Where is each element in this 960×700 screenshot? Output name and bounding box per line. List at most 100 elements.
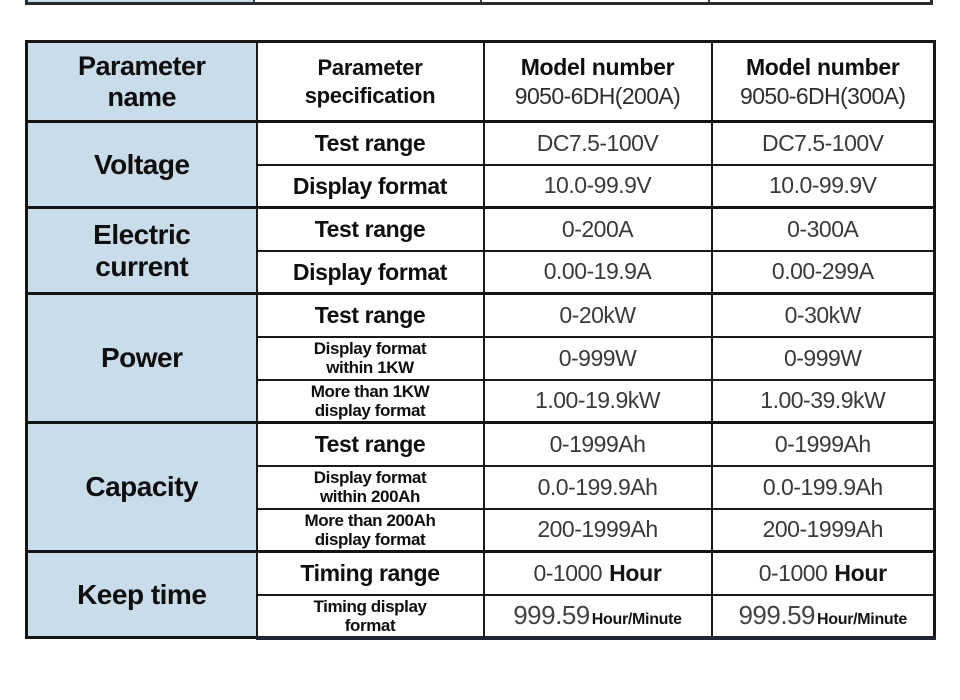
table-row-capacity-test-range: Capacity Test range 0-1999Ah 0-1999Ah xyxy=(25,421,936,553)
value-text: 0.00-19.9A xyxy=(543,258,652,285)
value-cell-model-300a: 0-999W xyxy=(710,335,936,381)
value-cell-model-300a: 0.0-199.9Ah xyxy=(710,464,936,510)
table-row-keeptime-timing-range: Keep time Timing range 0-1000 Hour 0-1000… xyxy=(25,549,936,639)
value-text: DC7.5-100V xyxy=(536,129,659,156)
model-number-text: 9050-6DH(300A) xyxy=(740,82,906,109)
value-cell-model-300a: 1.00-39.9kW xyxy=(710,378,936,424)
value-suffix: Hour xyxy=(609,559,662,586)
value-cell-model-200a: 10.0-99.9V xyxy=(482,163,713,209)
spec-table: Parameter name Parameter specification M… xyxy=(25,40,936,640)
category-label-line: Capacity xyxy=(85,471,199,503)
value-suffix: Hour/Minute xyxy=(591,611,682,629)
value-cell-model-200a: 999.59 Hour/Minute xyxy=(482,593,713,640)
category-label-line: Keep time xyxy=(77,578,207,610)
model-number-text: 9050-6DH(200A) xyxy=(514,82,681,109)
spec-label-cell: Timing range xyxy=(255,550,485,596)
spec-label-line: format xyxy=(344,615,396,635)
value-text: 0.00-299A xyxy=(771,258,874,285)
value-text: 200-1999Ah xyxy=(762,516,884,543)
value-text: 0-999W xyxy=(783,344,862,371)
value-suffix: Hour xyxy=(834,559,887,586)
spec-label-cell: Test range xyxy=(255,421,485,467)
value-text: 200-1999Ah xyxy=(537,516,658,543)
spec-label-cell: Display format xyxy=(255,163,485,209)
header-parameter-name: Parameter name xyxy=(25,40,258,123)
spec-label-cell: Display format within 1KW xyxy=(255,335,485,381)
value-text: 0-300A xyxy=(787,215,859,242)
spec-label-line: Test range xyxy=(314,431,426,458)
value-cell-model-300a: 10.0-99.9V xyxy=(710,163,936,209)
value-cell-model-200a: 0.00-19.9A xyxy=(482,249,713,295)
spec-label-cell: Test range xyxy=(255,206,485,252)
value-cell-model-200a: 0-200A xyxy=(482,206,713,252)
spec-label-cell: Timing display format xyxy=(255,593,485,640)
spec-label-line: More than 200Ah xyxy=(304,510,436,530)
header-parameter-specification: Parameter specification xyxy=(255,40,485,123)
value-cell-model-300a: 0-1999Ah xyxy=(710,421,936,467)
header-line: Model number xyxy=(520,53,675,80)
value-cell-model-300a: DC7.5-100V xyxy=(710,120,936,166)
table-row-keeptime-display-format: Timing display format 999.59 Hour/Minute … xyxy=(27,593,936,640)
spec-label-cell: More than 1KW display format xyxy=(255,378,485,424)
category-label-line: current xyxy=(95,250,189,282)
value-cell-model-200a: 0-20kW xyxy=(482,292,713,338)
value-text: 0-1999Ah xyxy=(549,430,646,457)
value-cell-model-200a: DC7.5-100V xyxy=(482,120,713,166)
spec-label-cell: Test range xyxy=(255,292,485,338)
spec-label-line: Display format xyxy=(313,338,427,358)
value-text: 999.59 xyxy=(738,600,815,631)
value-text: 0-30kW xyxy=(784,301,862,328)
spec-label-line: Display format xyxy=(292,172,448,199)
value-text: 10.0-99.9V xyxy=(768,172,877,199)
value-text: DC7.5-100V xyxy=(761,129,884,156)
value-text: 0-200A xyxy=(561,215,634,242)
value-suffix: Hour/Minute xyxy=(817,611,908,629)
value-text: 0-20kW xyxy=(559,301,636,328)
header-line: name xyxy=(107,81,177,112)
spec-label-line: Display format xyxy=(292,258,448,285)
table-row-current-display-format: Display format 0.00-19.9A 0.00-299A xyxy=(27,249,936,295)
spec-label-line: Display format xyxy=(313,467,427,487)
value-text: 0-1000 xyxy=(533,559,603,586)
category-cell-voltage: Voltage xyxy=(25,120,258,209)
category-label-line: Electric xyxy=(93,219,191,251)
value-cell-model-300a: 0.00-299A xyxy=(710,249,936,295)
cropped-cell xyxy=(255,0,482,2)
value-cell-model-300a: 999.59 Hour/Minute xyxy=(710,593,936,640)
table-row-voltage-test-range: Voltage Test range DC7.5-100V DC7.5-100V xyxy=(25,120,936,209)
value-text: 10.0-99.9V xyxy=(543,172,652,199)
value-cell-model-300a: 0-30kW xyxy=(710,292,936,338)
value-cell-model-200a: 0-1999Ah xyxy=(482,421,713,467)
category-cell-power: Power xyxy=(25,292,258,424)
table-row-power-test-range: Power Test range 0-20kW 0-30kW xyxy=(25,292,936,424)
value-text: 0.0-199.9Ah xyxy=(537,473,658,500)
header-line: Parameter xyxy=(317,55,423,80)
value-text: 0-999W xyxy=(558,344,637,371)
spec-label-line: Timing display xyxy=(313,596,427,616)
table-row-capacity-within-200ah: Display format within 200Ah 0.0-199.9Ah … xyxy=(27,464,936,510)
spec-label-cell: More than 200Ah display format xyxy=(255,507,485,553)
spec-label-line: Test range xyxy=(314,130,426,157)
table-row-capacity-more-200ah: More than 200Ah display format 200-1999A… xyxy=(27,507,936,553)
value-cell-model-200a: 0.0-199.9Ah xyxy=(482,464,713,510)
header-line: Model number xyxy=(745,53,900,80)
header-model-300a: Model number 9050-6DH(300A) xyxy=(710,40,936,123)
table-row-voltage-display-format: Display format 10.0-99.9V 10.0-99.9V xyxy=(27,163,936,209)
value-text: 999.59 xyxy=(513,600,590,631)
table-row-power-within-1kw: Display format within 1KW 0-999W 0-999W xyxy=(27,335,936,381)
value-cell-model-200a: 1.00-19.9kW xyxy=(482,378,713,424)
value-text: 1.00-19.9kW xyxy=(535,387,660,414)
category-label-line: Voltage xyxy=(93,148,190,180)
spec-label-line: Timing range xyxy=(300,560,440,587)
value-cell-model-200a: 0-999W xyxy=(482,335,713,381)
table-row-power-more-1kw: More than 1KW display format 1.00-19.9kW… xyxy=(27,378,936,424)
spec-label-line: More than 1KW xyxy=(310,381,430,401)
spec-label-cell: Display format xyxy=(255,249,485,295)
value-text: 0.0-199.9Ah xyxy=(762,473,883,500)
spec-label-cell: Test range xyxy=(255,120,485,166)
spec-label-cell: Display format within 200Ah xyxy=(255,464,485,510)
spec-label-line: Test range xyxy=(314,216,426,243)
category-cell-keep-time: Keep time xyxy=(25,549,258,639)
value-cell-model-300a: 0-300A xyxy=(710,206,936,252)
